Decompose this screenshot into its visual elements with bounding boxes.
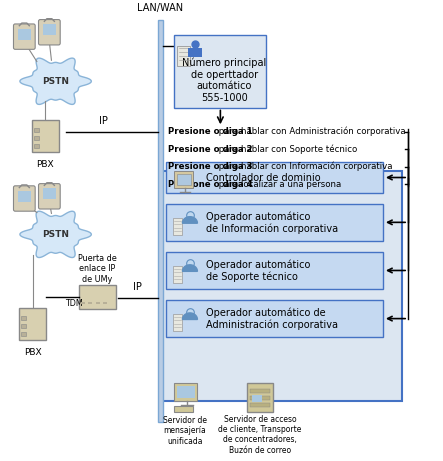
FancyBboxPatch shape <box>13 186 35 211</box>
Text: Controlador de dominio: Controlador de dominio <box>206 172 320 183</box>
Text: PSTN: PSTN <box>42 77 69 86</box>
FancyBboxPatch shape <box>252 395 262 402</box>
FancyBboxPatch shape <box>177 174 191 185</box>
FancyBboxPatch shape <box>13 24 35 49</box>
Text: Número principal
de operttador
automático
555-1000: Número principal de operttador automátic… <box>183 58 267 103</box>
Polygon shape <box>20 211 91 258</box>
FancyBboxPatch shape <box>188 47 202 57</box>
Polygon shape <box>20 58 91 105</box>
FancyBboxPatch shape <box>88 302 92 304</box>
FancyBboxPatch shape <box>175 406 193 413</box>
FancyBboxPatch shape <box>175 171 193 189</box>
FancyBboxPatch shape <box>158 20 163 422</box>
FancyBboxPatch shape <box>166 300 383 337</box>
Text: TDM: TDM <box>65 299 83 308</box>
FancyBboxPatch shape <box>34 128 39 132</box>
Text: Presione o diga 1: Presione o diga 1 <box>168 127 253 136</box>
Text: IP: IP <box>99 116 108 126</box>
FancyBboxPatch shape <box>162 171 402 401</box>
FancyBboxPatch shape <box>166 162 383 193</box>
FancyBboxPatch shape <box>81 302 85 304</box>
FancyBboxPatch shape <box>166 252 383 289</box>
Text: Operador automático
de Información corporativa: Operador automático de Información corpo… <box>206 211 338 234</box>
Text: para localizar a una persona: para localizar a una persona <box>216 180 342 189</box>
FancyBboxPatch shape <box>249 389 270 393</box>
FancyBboxPatch shape <box>39 19 60 45</box>
Text: PBX: PBX <box>24 349 42 357</box>
Text: LAN/WAN: LAN/WAN <box>137 3 183 13</box>
FancyBboxPatch shape <box>249 403 270 407</box>
FancyBboxPatch shape <box>34 136 39 140</box>
FancyBboxPatch shape <box>18 191 31 201</box>
FancyBboxPatch shape <box>34 144 39 148</box>
FancyBboxPatch shape <box>249 396 270 400</box>
Polygon shape <box>183 313 198 319</box>
Text: Operador automático
de Soporte técnico: Operador automático de Soporte técnico <box>206 259 310 282</box>
Text: Servidor de acceso
de cliente, Transporte
de concentradores,
Buzón de correo: Servidor de acceso de cliente, Transport… <box>218 414 302 455</box>
Text: PBX: PBX <box>36 160 54 169</box>
FancyBboxPatch shape <box>31 119 59 152</box>
FancyBboxPatch shape <box>175 35 266 107</box>
FancyBboxPatch shape <box>78 285 116 309</box>
Text: Presione o diga 4: Presione o diga 4 <box>168 180 253 189</box>
FancyBboxPatch shape <box>173 314 183 331</box>
Text: IP: IP <box>132 282 141 292</box>
FancyBboxPatch shape <box>18 29 31 40</box>
Text: para hablar con Soporte técnico: para hablar con Soporte técnico <box>216 144 358 154</box>
Text: Presione o diga 2: Presione o diga 2 <box>168 145 253 154</box>
FancyBboxPatch shape <box>173 266 183 283</box>
Text: para hablar con Administración corporativa: para hablar con Administración corporati… <box>216 127 406 136</box>
Polygon shape <box>183 217 198 223</box>
FancyBboxPatch shape <box>21 316 26 320</box>
FancyBboxPatch shape <box>96 302 100 304</box>
FancyBboxPatch shape <box>166 204 383 241</box>
Text: Active Directory: Active Directory <box>228 181 335 194</box>
FancyBboxPatch shape <box>39 183 60 209</box>
FancyBboxPatch shape <box>43 24 56 35</box>
FancyBboxPatch shape <box>43 189 56 200</box>
FancyBboxPatch shape <box>103 302 107 304</box>
Text: Presione o diga 3: Presione o diga 3 <box>168 162 253 171</box>
Polygon shape <box>183 265 198 272</box>
FancyBboxPatch shape <box>19 307 46 341</box>
Text: para hablar con Información corporativa: para hablar con Información corporativa <box>216 162 392 171</box>
Text: PSTN: PSTN <box>42 230 69 239</box>
Text: Servidor de
mensajería
unificada: Servidor de mensajería unificada <box>163 416 207 446</box>
FancyBboxPatch shape <box>21 332 26 336</box>
FancyBboxPatch shape <box>173 218 183 235</box>
Text: Operador automático de
Administración corporativa: Operador automático de Administración co… <box>206 307 338 330</box>
FancyBboxPatch shape <box>177 46 190 66</box>
FancyBboxPatch shape <box>177 386 194 398</box>
FancyBboxPatch shape <box>248 383 272 412</box>
FancyBboxPatch shape <box>21 324 26 328</box>
Text: Puerta de
enlace IP
de UMy: Puerta de enlace IP de UMy <box>78 254 117 284</box>
FancyBboxPatch shape <box>175 383 198 401</box>
